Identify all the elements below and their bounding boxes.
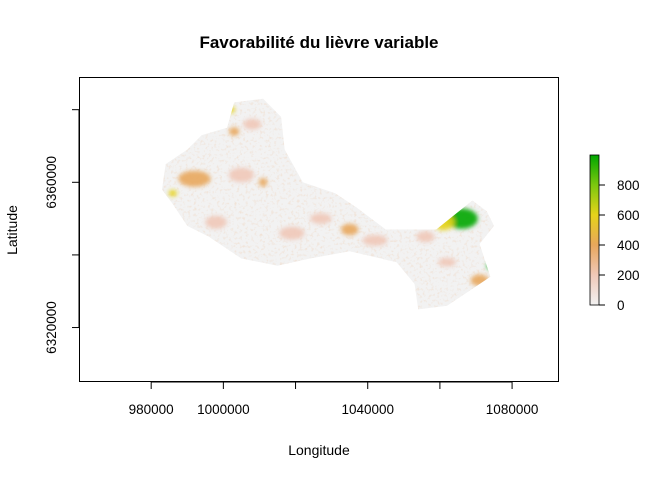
legend-tick-label: 600 — [617, 208, 640, 223]
y-tick-label: 6360000 — [44, 156, 59, 209]
favorability-patch — [178, 170, 211, 187]
legend-tick-label: 200 — [617, 268, 640, 283]
x-tick-label: 980000 — [129, 402, 174, 417]
x-tick-label: 1000000 — [197, 402, 250, 417]
legend-tick-label: 800 — [617, 178, 640, 193]
legend-tick-label: 400 — [617, 238, 640, 253]
legend-colorbar — [589, 154, 600, 306]
y-axis: 6320000 6360000 — [44, 109, 80, 354]
x-tick-label: 1080000 — [486, 402, 539, 417]
favorability-patch — [432, 214, 455, 231]
color-legend: 0 200 400 600 800 — [589, 154, 640, 313]
favorability-patch — [279, 226, 305, 240]
x-axis-label: Longitude — [288, 442, 350, 458]
y-axis-label: Latitude — [4, 205, 20, 255]
favorability-patch — [258, 177, 268, 187]
favorability-patch — [228, 167, 254, 183]
y-tick-label: 6320000 — [44, 301, 59, 354]
favorability-patch — [243, 118, 262, 130]
favorability-patch — [486, 262, 494, 270]
favorability-patch — [226, 106, 235, 114]
favorability-patch — [470, 274, 489, 287]
texture-layer — [162, 98, 494, 310]
favorability-patch — [438, 257, 457, 267]
map-raster — [162, 98, 494, 310]
favorability-patch — [341, 223, 359, 236]
favorability-patch — [205, 215, 227, 229]
favorability-patch — [310, 213, 332, 225]
favorability-patch — [362, 235, 388, 246]
x-axis: 980000 1000000 1040000 1080000 — [129, 381, 539, 417]
favorability-patch — [229, 127, 240, 136]
x-tick-label: 1040000 — [341, 402, 394, 417]
chart-title: Favorabilité du lièvre variable — [199, 33, 438, 52]
legend-ticks: 0 200 400 600 800 — [599, 178, 640, 313]
favorability-patch — [416, 231, 435, 243]
legend-tick-label: 0 — [617, 298, 625, 313]
favorability-patch — [168, 189, 178, 197]
hotspot-layer — [168, 106, 494, 287]
